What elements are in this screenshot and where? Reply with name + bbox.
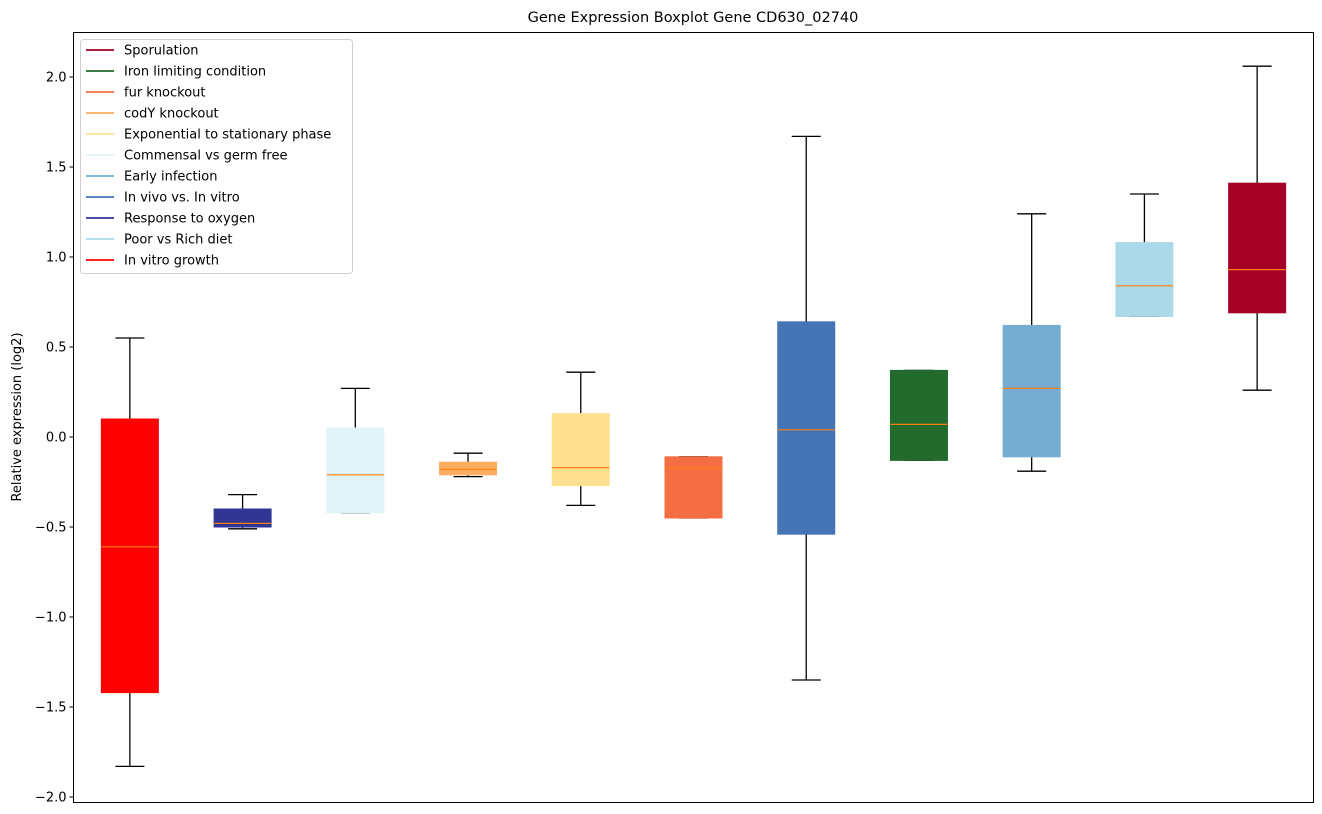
box bbox=[777, 321, 836, 535]
y-tick-label: 1.5 bbox=[46, 161, 67, 176]
box-group bbox=[551, 371, 610, 507]
box-group bbox=[439, 452, 498, 478]
box-group bbox=[100, 337, 159, 768]
box-group bbox=[664, 456, 723, 519]
box bbox=[326, 427, 385, 514]
legend-label: Sporulation bbox=[124, 44, 199, 59]
box bbox=[1002, 324, 1061, 458]
legend-label: fur knockout bbox=[124, 86, 206, 101]
legend: Sporulation Iron limiting condition fur kn… bbox=[80, 39, 353, 274]
box bbox=[664, 456, 723, 519]
legend-label: Exponential to stationary phase bbox=[124, 128, 331, 143]
legend-frame bbox=[80, 39, 353, 274]
y-tick-label: 0.5 bbox=[46, 341, 67, 356]
legend-label: Poor vs Rich diet bbox=[124, 233, 232, 248]
box bbox=[551, 413, 610, 487]
boxes bbox=[100, 65, 1287, 768]
plot-frame bbox=[73, 32, 1314, 803]
y-tick-label: −2.0 bbox=[35, 791, 67, 806]
box-group bbox=[889, 369, 948, 462]
box-group bbox=[1002, 213, 1061, 472]
legend-label: Response to oxygen bbox=[124, 212, 255, 227]
y-tick-label: −0.5 bbox=[35, 521, 67, 536]
y-axis-label: Relative expression (log2) bbox=[10, 332, 25, 501]
legend-label: In vivo vs. In vitro bbox=[124, 191, 240, 206]
legend-label: codY knockout bbox=[124, 107, 219, 122]
box-group bbox=[777, 135, 836, 681]
y-tick-label: −1.0 bbox=[35, 611, 67, 626]
box bbox=[1228, 182, 1287, 314]
box-group bbox=[213, 493, 272, 530]
box bbox=[213, 508, 272, 528]
legend-label: Early infection bbox=[124, 170, 217, 185]
y-tick-label: −1.5 bbox=[35, 701, 67, 716]
y-tick-label: 0.0 bbox=[46, 431, 67, 446]
box-group bbox=[326, 387, 385, 514]
box bbox=[439, 461, 498, 476]
y-axis-ticks: 2.0 1.5 1.0 0.5 0.0 −0.5 −1.0 −1.5 −2.0 bbox=[35, 71, 74, 806]
legend-label: In vitro growth bbox=[124, 254, 219, 269]
box bbox=[1115, 242, 1174, 317]
box-group bbox=[1115, 193, 1174, 318]
legend-label: Commensal vs germ free bbox=[124, 149, 287, 164]
box bbox=[889, 369, 948, 461]
box-group bbox=[1228, 65, 1287, 391]
y-tick-label: 1.0 bbox=[46, 251, 67, 266]
legend-label: Iron limiting condition bbox=[124, 65, 266, 80]
box bbox=[100, 418, 159, 694]
y-tick-label: 2.0 bbox=[46, 71, 67, 86]
chart-title: Gene Expression Boxplot Gene CD630_02740 bbox=[528, 10, 859, 26]
